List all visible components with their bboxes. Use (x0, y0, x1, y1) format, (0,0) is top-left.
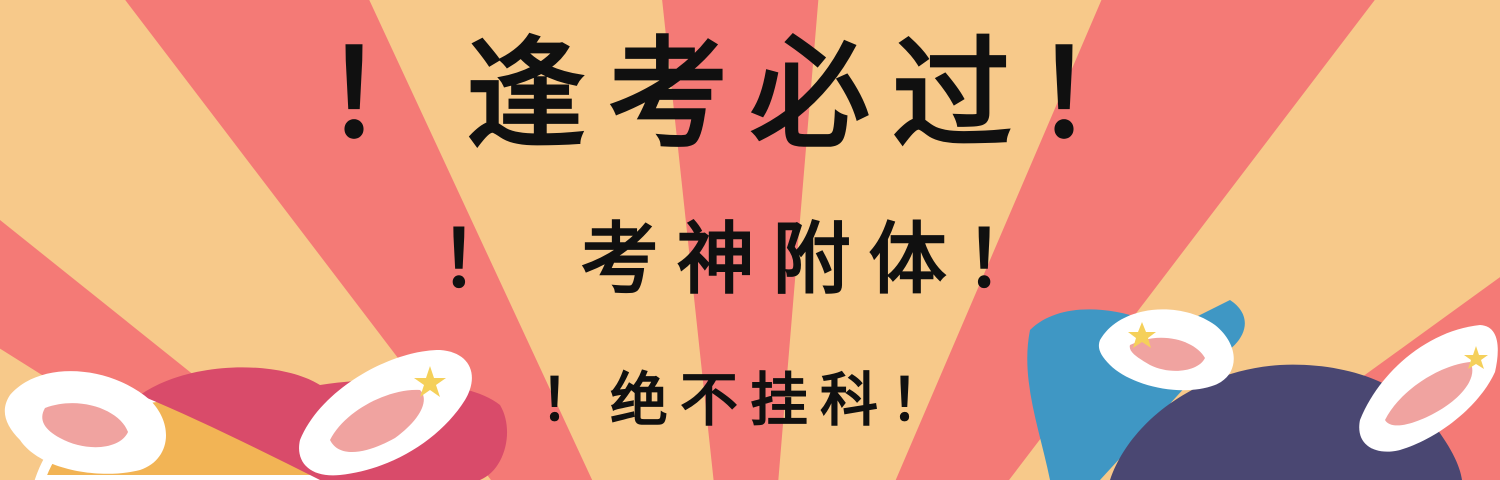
right-bunny-ear-right (1359, 325, 1498, 452)
left-bunny-ear-left (4, 371, 167, 474)
right-bunny-ear-left (1098, 309, 1234, 391)
star-icon (414, 366, 446, 397)
headline-primary: ！逢考必过！ (324, 24, 1176, 165)
star-icon (1128, 322, 1156, 348)
left-bunny-ear-right (299, 350, 472, 476)
ray (125, 0, 593, 480)
ray (662, 0, 819, 480)
headline-tertiary: ！绝不挂科！ (539, 366, 960, 434)
star-icon (1464, 346, 1488, 369)
headline-secondary: ！ 考神附体！ (439, 214, 1061, 305)
ray (895, 0, 1375, 480)
